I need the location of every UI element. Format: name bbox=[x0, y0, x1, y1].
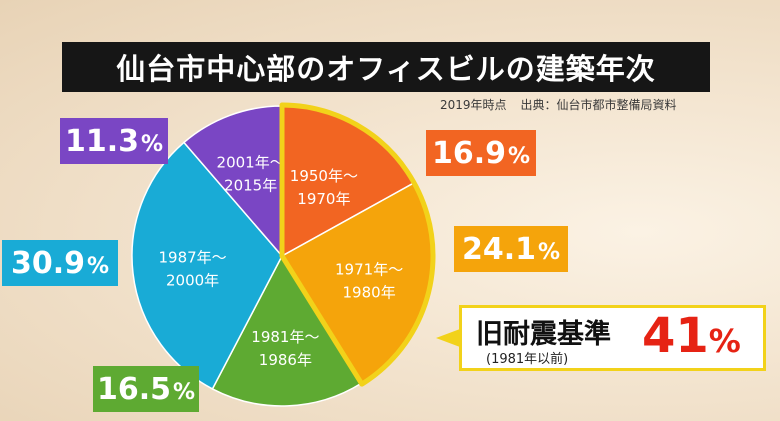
pct-box-2001-2015: 11.3% bbox=[60, 118, 168, 164]
pct-value: 30.9 bbox=[10, 245, 85, 281]
slice-label: 2001年～ bbox=[217, 154, 285, 172]
pct-value: 11.3 bbox=[64, 123, 139, 159]
slice-label: 2015年 bbox=[224, 177, 277, 195]
slice-label: 1971年～ bbox=[335, 261, 403, 279]
pct-value: 41 bbox=[642, 308, 709, 364]
pct-sign: % bbox=[86, 253, 110, 279]
pie-slice bbox=[182, 105, 283, 259]
callout-arrow bbox=[436, 329, 460, 347]
pct-sign: % bbox=[708, 322, 741, 360]
slice-label: 1981年～ bbox=[251, 328, 319, 346]
pie-slice bbox=[211, 254, 363, 407]
pct-value: 16.9 bbox=[431, 135, 506, 171]
old-standard-label: 旧耐震基準 bbox=[476, 319, 611, 350]
pct-box-1950-1970: 16.9% bbox=[426, 130, 536, 176]
pct-sign: % bbox=[140, 131, 164, 157]
old-standard-highlight bbox=[279, 102, 436, 387]
old-standard-sublabel: (1981年以前) bbox=[486, 352, 569, 367]
pct-sign: % bbox=[172, 379, 196, 405]
pct-value: 24.1 bbox=[461, 231, 536, 267]
chart-title: 仙台市中心部のオフィスビルの建築年次 bbox=[62, 42, 710, 92]
slice-label: 1970年 bbox=[297, 190, 350, 208]
pct-box-1971-1980: 24.1% bbox=[454, 226, 568, 272]
slice-label: 1950年～ bbox=[290, 167, 358, 185]
source-note: 2019年時点 出典：仙台市都市整備局資料 bbox=[440, 96, 691, 113]
as-of-date: 2019年時点 bbox=[440, 98, 507, 112]
pct-sign: % bbox=[507, 143, 531, 169]
pct-value: 16.5 bbox=[96, 371, 171, 407]
pct-box-1987-2000: 30.9% bbox=[2, 240, 118, 286]
source-credit: 出典：仙台市都市整備局資料 bbox=[520, 98, 677, 112]
old-standard-percent: 41% bbox=[642, 308, 741, 364]
slice-label: 2000年 bbox=[166, 271, 219, 289]
pct-box-1981-1986: 16.5% bbox=[93, 366, 199, 412]
old-standard-callout: 旧耐震基準 (1981年以前) 41% bbox=[459, 305, 766, 371]
pct-sign: % bbox=[537, 239, 561, 265]
slice-label: 1987年～ bbox=[159, 248, 227, 266]
slice-label: 1986年 bbox=[259, 351, 312, 369]
slice-label: 1980年 bbox=[343, 284, 396, 302]
